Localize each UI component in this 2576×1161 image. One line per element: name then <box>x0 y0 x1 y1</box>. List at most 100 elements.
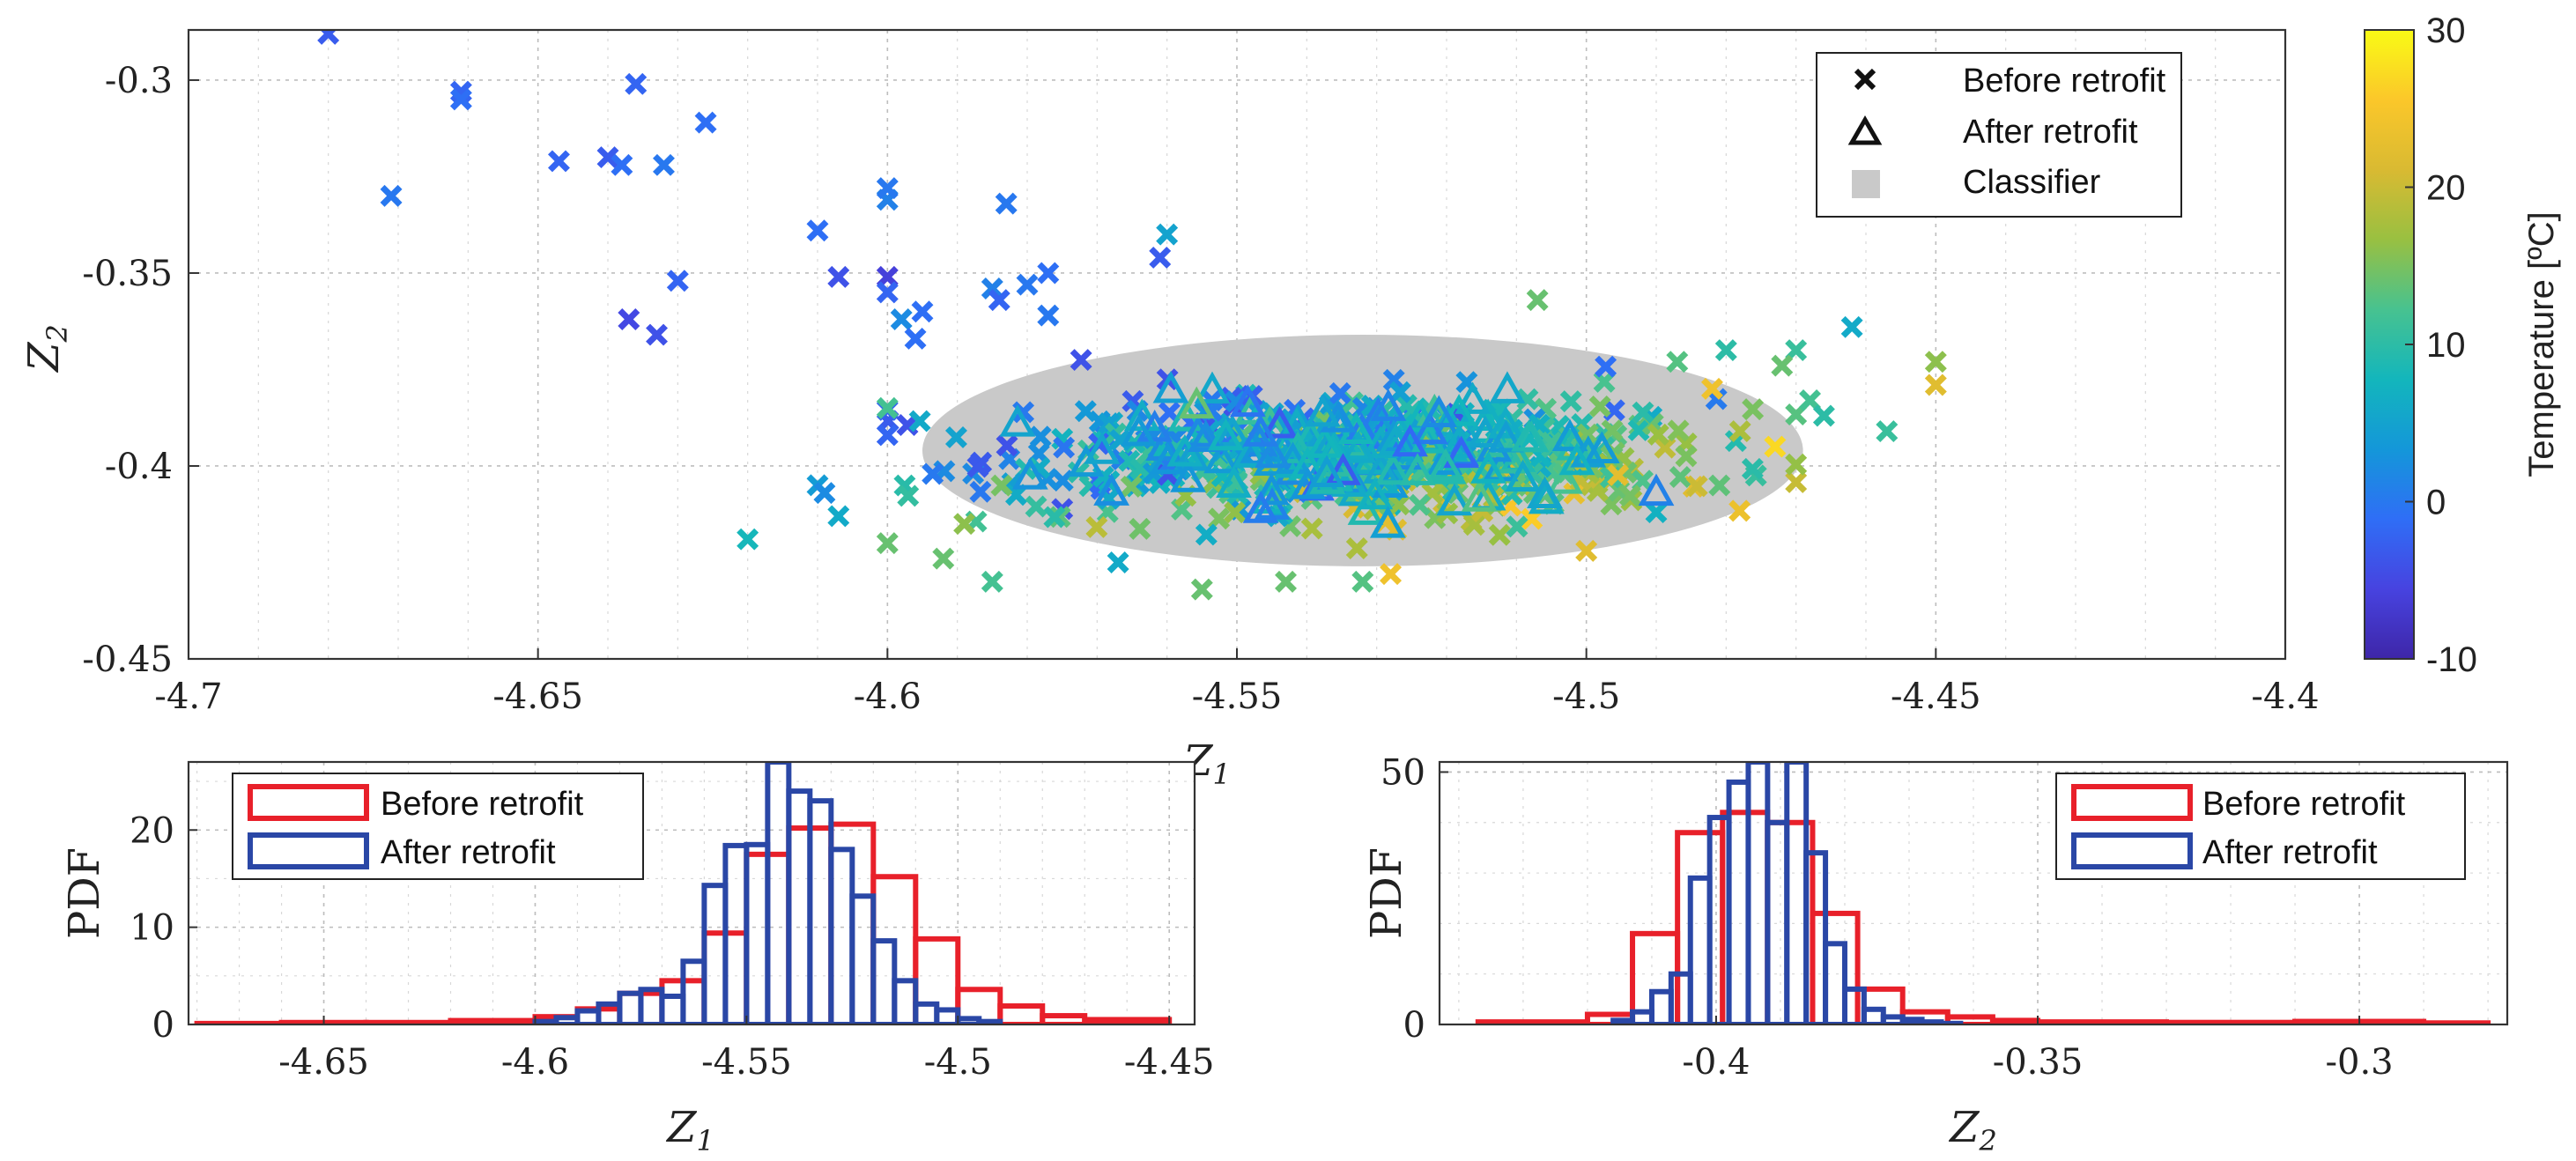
before-retrofit-point <box>876 177 899 200</box>
legend-classifier-swatch <box>1852 170 1880 198</box>
main-y-label-main: Z <box>19 341 69 373</box>
legend-triangle-icon <box>1847 115 1883 145</box>
before-retrofit-point <box>1742 398 1765 421</box>
before-retrofit-point <box>596 146 619 169</box>
legend-classifier: Classifier <box>1963 164 2101 201</box>
before-retrofit-point <box>1924 373 1947 396</box>
before-retrofit-point <box>1588 395 1611 418</box>
x-tick-label: -4.65 <box>278 1042 369 1083</box>
h1-legend-after-swatch <box>248 832 369 869</box>
after-retrofit-point <box>1470 451 1506 484</box>
before-retrofit-point <box>1799 389 1822 411</box>
before-retrofit-point <box>1601 419 1624 442</box>
before-retrofit-point <box>890 308 913 331</box>
x-tick-label: -0.35 <box>1993 1042 2084 1083</box>
h2-x-label-sub: 2 <box>1979 1124 1997 1157</box>
before-retrofit-point <box>1728 499 1751 522</box>
before-retrofit-point <box>1516 388 1539 410</box>
after-retrofit-point <box>1357 477 1394 510</box>
before-retrofit-point <box>813 482 836 505</box>
after-retrofit-point <box>1194 371 1231 404</box>
before-retrofit-point <box>876 424 899 447</box>
before-retrofit-point <box>1526 289 1549 312</box>
before-retrofit-point <box>1575 539 1598 562</box>
after-retrofit-point <box>1487 419 1524 453</box>
before-retrofit-point <box>1607 463 1630 486</box>
y-tick-label: 50 <box>1381 752 1425 793</box>
after-retrofit-point <box>1340 431 1377 463</box>
after-retrofit-point <box>1292 418 1329 451</box>
before-retrofit-point <box>1785 339 1808 362</box>
before-retrofit-point <box>1764 435 1787 458</box>
scatter-points <box>317 30 1947 601</box>
before-retrofit-point <box>317 30 340 45</box>
histogram-z1-x-ticks: -4.65 -4.6 -4.55 -4.5 -4.45 <box>278 1016 1214 1083</box>
main-y-ticks: -0.3 -0.35 -0.4 -0.45 <box>82 61 199 680</box>
before-retrofit-point <box>1675 445 1698 468</box>
after-retrofit-point <box>1309 462 1346 494</box>
after-retrofit-point <box>1325 453 1361 485</box>
before-retrofit-point <box>1685 475 1708 498</box>
before-retrofit-point <box>1085 515 1108 538</box>
after-retrofit-point <box>1461 479 1498 512</box>
after-retrofit-point <box>1410 421 1447 454</box>
before-retrofit-point <box>1382 368 1405 391</box>
before-retrofit-point <box>966 455 989 478</box>
after-retrofit-bar <box>1803 850 1829 1024</box>
before-retrofit-point <box>694 111 717 134</box>
before-retrofit-point <box>666 270 689 292</box>
before-retrofit-point <box>981 570 1003 593</box>
before-retrofit-point <box>1345 537 1368 560</box>
x-tick-label: -4.65 <box>492 677 583 717</box>
h1-legend-before: Before retrofit <box>381 786 584 823</box>
before-retrofit-point <box>1666 351 1689 373</box>
x-tick-label: -0.4 <box>1682 1042 1750 1083</box>
colorbar-ticks: 30 20 10 0 -10 <box>2405 11 2477 679</box>
histogram-z1-y-ticks: 0 10 20 <box>130 810 197 1046</box>
before-retrofit-point <box>981 277 1003 299</box>
histogram-z1-axes: -4.65 -4.6 -4.55 -4.5 -4.45 0 10 20 Z1 PDF Bef… <box>60 760 1214 1157</box>
before-retrofit-point <box>1120 475 1143 498</box>
before-retrofit-point <box>827 505 850 528</box>
colorbar-tick-label: 30 <box>2426 11 2466 50</box>
x-tick-label: -4.55 <box>701 1042 792 1083</box>
before-retrofit-point <box>897 484 920 507</box>
after-retrofit-point <box>999 404 1036 437</box>
before-retrofit-point <box>1029 425 1052 448</box>
y-tick-label: 10 <box>130 908 174 949</box>
before-retrofit-point <box>904 327 927 350</box>
after-retrofit-point <box>1374 452 1411 485</box>
after-retrofit-point <box>1262 405 1298 439</box>
y-tick-label: -0.3 <box>105 61 173 101</box>
before-retrofit-point <box>547 150 570 173</box>
before-retrofit-point <box>1728 420 1751 443</box>
before-retrofit-point <box>1195 523 1218 546</box>
after-retrofit-point <box>1370 388 1407 421</box>
y-tick-label: 0 <box>1403 1005 1425 1046</box>
before-retrofit-point <box>625 72 648 95</box>
before-retrofit-point <box>1070 349 1092 372</box>
after-retrofit-point <box>1216 465 1252 499</box>
before-retrofit-point <box>1741 457 1764 480</box>
before-retrofit-point <box>1275 570 1298 593</box>
before-retrofit-point <box>1627 418 1650 441</box>
after-retrofit-point <box>1392 424 1428 457</box>
y-tick-label: -0.35 <box>82 254 173 294</box>
h1-legend-before-swatch <box>248 784 369 821</box>
before-retrofit-point <box>1074 400 1097 423</box>
before-retrofit-point <box>932 547 955 570</box>
before-retrofit-point <box>1876 420 1899 443</box>
before-retrofit-point <box>1388 381 1411 403</box>
before-retrofit-point <box>1300 517 1323 540</box>
x-tick-label: -4.55 <box>1192 677 1283 717</box>
before-retrofit-point <box>1632 401 1654 424</box>
before-retrofit-point <box>737 528 759 551</box>
histogram-z1-legend: Before retrofit After retrofit <box>232 773 644 880</box>
after-retrofit-point <box>1638 473 1675 507</box>
before-retrofit-point <box>611 153 633 176</box>
histogram-z2-legend: Before retrofit After retrofit <box>2055 773 2466 880</box>
before-retrofit-point <box>1506 515 1529 538</box>
after-retrofit-point <box>1121 414 1158 447</box>
after-retrofit-point <box>1347 492 1384 525</box>
